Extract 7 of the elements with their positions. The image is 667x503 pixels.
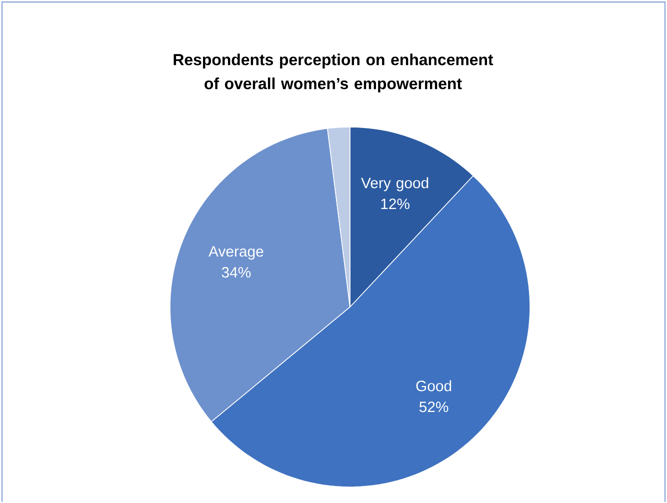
slice-label: Very good: [361, 177, 428, 192]
data-label: 52%: [419, 402, 448, 412]
slice-label: Good: [416, 380, 452, 392]
chart-title: Respondents perception on enhancement of overall women’s empowerment: [174, 54, 494, 93]
slice-label: Average: [208, 246, 264, 260]
data-label: 34%: [222, 267, 251, 278]
data-label: 12%: [381, 198, 410, 210]
